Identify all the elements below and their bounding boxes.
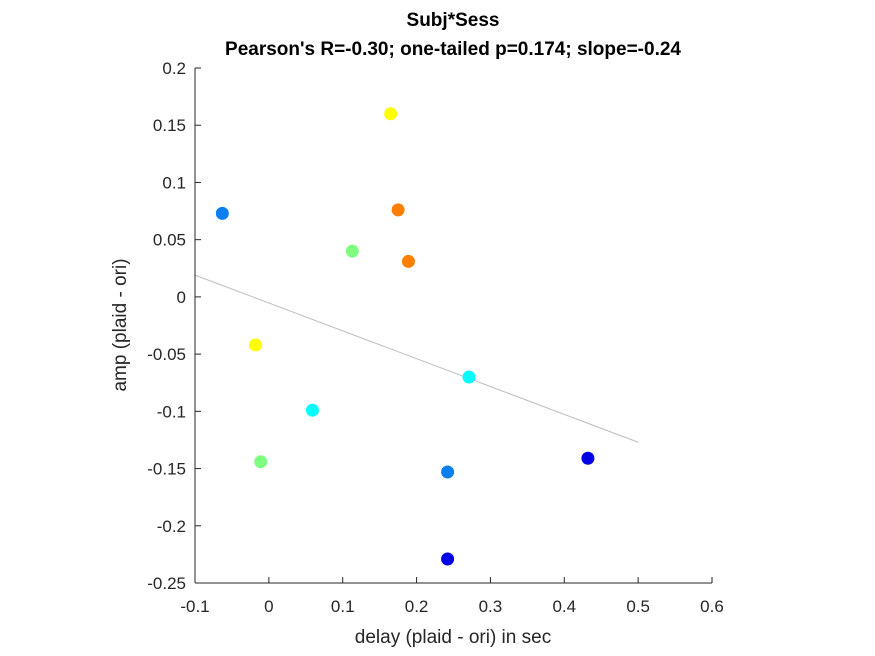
scatter-point — [462, 370, 476, 384]
y-tick-label: 0.05 — [153, 231, 186, 250]
y-tick-label: -0.2 — [157, 517, 186, 536]
scatter-point — [581, 451, 595, 465]
scatter-points — [215, 107, 595, 566]
y-tick-label: 0 — [177, 288, 186, 307]
scatter-point — [215, 206, 229, 220]
scatter-point — [441, 552, 455, 566]
x-tick-label: 0.4 — [552, 597, 576, 616]
y-tick-label: 0.2 — [162, 59, 186, 78]
x-tick-label: 0.5 — [626, 597, 650, 616]
x-tick-label: 0.2 — [405, 597, 429, 616]
y-axis-ticks: 0.2 0.15 0.1 0.05 0 -0.05 -0.1 -0.15 -0.2 -0.25 — [147, 59, 201, 593]
scatter-point — [345, 244, 359, 258]
x-tick-label: 0 — [264, 597, 273, 616]
scatter-point — [249, 338, 263, 352]
y-axis-label: amp (plaid - ori) — [110, 258, 131, 391]
scatter-point — [391, 203, 405, 217]
x-tick-label: 0.6 — [700, 597, 724, 616]
chart-subtitle: Pearson's R=-0.30; one-tailed p=0.174; s… — [225, 39, 681, 60]
y-tick-label: 0.1 — [162, 173, 186, 192]
scatter-point — [254, 455, 268, 469]
x-tick-label: -0.1 — [180, 597, 209, 616]
regression-fit-line — [194, 274, 639, 443]
x-axis-ticks: -0.1 0 0.1 0.2 0.3 0.4 0.5 0.6 — [180, 577, 724, 616]
scatter-point — [305, 403, 319, 417]
y-tick-label: -0.25 — [147, 574, 186, 593]
x-tick-label: 0.3 — [479, 597, 503, 616]
scatter-point — [441, 465, 455, 479]
x-tick-label: 0.1 — [331, 597, 355, 616]
y-tick-label: -0.1 — [157, 402, 186, 421]
plot-area: -0.1 0 0.1 0.2 0.3 0.4 0.5 0.6 0.20.150.10.050-… — [147, 59, 724, 616]
y-tick-label: -0.05 — [147, 345, 186, 364]
scatter-point — [384, 107, 398, 121]
chart-title: Subj*Sess — [407, 10, 500, 31]
y-tick-label: 0.15 — [153, 116, 186, 135]
scatter-point — [401, 254, 415, 268]
y-tick-label: -0.15 — [147, 460, 186, 479]
x-axis-label: delay (plaid - ori) in sec — [355, 627, 551, 648]
